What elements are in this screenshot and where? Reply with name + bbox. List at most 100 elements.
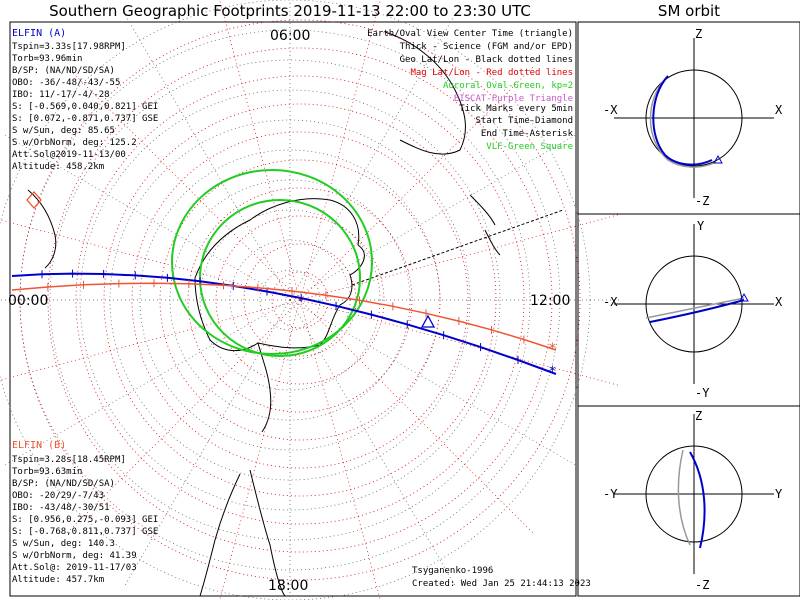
credit-model: Tsyganenko-1996: [412, 566, 493, 576]
legend: Earth/Oval View Center Time (triangle) T…: [367, 29, 573, 152]
elfin-a-line: Altitude: 458.2km: [12, 162, 104, 172]
credit: Tsyganenko-1996 Created: Wed Jan 25 21:4…: [412, 566, 591, 589]
legend-entry: Tick Marks every 5min: [459, 104, 573, 114]
elfin-a-line: S: [0.072,-0.871,0.737] GSE: [12, 114, 158, 124]
elfin-a-orbit: [689, 451, 706, 549]
axis-label-right: X: [775, 295, 783, 309]
orbit-panel-title: SM orbit: [657, 2, 721, 20]
legend-entry: Start Time-Diamond: [475, 116, 573, 126]
hour-label-left: 00:00: [8, 293, 48, 309]
orbit-panel-1: [614, 38, 774, 198]
axis-label-left: -Y: [603, 487, 618, 501]
geo-lon-line: [124, 299, 291, 586]
new-zealand-outline: [469, 194, 501, 256]
elfin-b-orbit: [677, 449, 691, 546]
axis-label-left: -X: [603, 295, 618, 309]
legend-entry: VLF-Green Square: [486, 142, 573, 152]
mag-lat-circle: [215, 215, 385, 385]
elfin-b-line: S: [-0.768,0.811,0.737] GSE: [12, 527, 158, 537]
legend-entry: Mag Lat/Lon - Red dotted lines: [410, 68, 573, 78]
elfin-b-line: S: [0.956,0.275,-0.093] GEI: [12, 515, 158, 525]
geo-lat-circle: [259, 269, 321, 331]
south-america-outline: [199, 469, 286, 597]
orbit-frame-xy: [577, 213, 800, 407]
auroral-oval-inner: [199, 199, 361, 357]
geo-lon-line: [289, 134, 576, 301]
elfin-b-line: S w/OrbNorm, deg: 41.39: [12, 551, 137, 561]
orbit-axes-yz: Z -Z -Y Y: [603, 409, 783, 592]
geo-lon-line: [289, 299, 576, 466]
mag-lat-circle: [103, 103, 497, 497]
elfin-a-line: Tspin=3.33s[17.98RPM]: [12, 42, 126, 52]
elfin-a-orbit: [649, 299, 745, 323]
mag-lon-line: [0, 299, 301, 381]
elfin-a-line: Torb=93.96min: [12, 54, 82, 64]
orbit-axes-xy: Y -Y -X X: [603, 219, 783, 400]
legend-entry: Thick - Science (FGM and/or EPD): [400, 42, 573, 52]
mag-lon-line: [299, 299, 381, 600]
elfin-a-info: ELFIN (A) Tspin=3.33s[17.98RPM] Torb=93.…: [12, 28, 158, 172]
auroral-oval-outer: [171, 169, 373, 355]
mag-lon-line: [299, 214, 619, 301]
legend-entry: End Time-Asterisk: [481, 129, 574, 139]
geo-lon-line: [4, 134, 291, 301]
geo-lon-line: [289, 14, 456, 301]
mag-lat-circle: [47, 47, 553, 553]
mag-lat-circle: [75, 75, 525, 525]
elfin-b-orbit: [649, 77, 717, 168]
elfin-b-line: Tspin=3.28s[18.45RPM]: [12, 455, 126, 465]
view-center-line: [351, 209, 564, 286]
mag-lat-circle: [131, 131, 469, 469]
hour-label-top: 06:00: [270, 28, 310, 44]
elfin-a-name: ELFIN (A): [12, 28, 66, 39]
australia-outline: [384, 31, 466, 155]
axis-label-down: -Z: [695, 578, 709, 592]
credit-created: Created: Wed Jan 25 21:44:13 2023: [412, 579, 591, 589]
orbit-panel-3: [614, 414, 774, 574]
mag-lon-line: [0, 219, 301, 301]
mag-lat-circle: [187, 187, 413, 413]
elfin-a-line: Att.Sol@2019-11-13/00: [12, 150, 126, 160]
axis-label-down: -Y: [695, 386, 710, 400]
legend-entry: Earth/Oval View Center Time (triangle): [367, 29, 573, 39]
geo-lon-line: [124, 14, 291, 301]
hour-labels: 06:00 00:00 12:00 18:00: [8, 28, 570, 594]
axis-label-right: Y: [775, 487, 783, 501]
axis-label-down: -Z: [695, 194, 709, 208]
elfin-a-line: S w/OrbNorm, deg: 125.2: [12, 138, 137, 148]
mag-lon-line: [299, 299, 534, 534]
elfin-b-info: ELFIN (B) Tspin=3.28s[18.45RPM] Torb=93.…: [12, 440, 158, 585]
geo-lat-circle: [19, 29, 561, 571]
axis-label-right: X: [775, 103, 783, 117]
elfin-a-line: IBO: 11/-17/-4/-28: [12, 90, 110, 100]
axis-label-up: Y: [697, 219, 705, 233]
orbit-frame-yz: [577, 405, 800, 597]
legend-entry: Geo Lat/Lon - Black dotted lines: [400, 55, 573, 65]
hour-label-right: 12:00: [530, 293, 570, 309]
elfin-a-line: OBO: -36/-48/-43/-55: [12, 78, 120, 88]
map-frame: [9, 21, 577, 597]
elfin-b-line: IBO: -43/48/-30/51: [12, 503, 110, 513]
axis-label-up: Z: [695, 409, 702, 423]
chart-title: Southern Geographic Footprints 2019-11-1…: [49, 2, 531, 20]
elfin-b-line: B/SP: (NA/ND/SD/SA): [12, 479, 115, 489]
elfin-b-line: S w/Sun, deg: 140.3: [12, 539, 115, 549]
orbit-panel-2: [614, 224, 774, 384]
elfin-b-line: Att.Sol@: 2019-11-17/03: [12, 563, 137, 573]
hour-label-bottom: 18:00: [268, 578, 308, 594]
elfin-a-line: S: [-0.569,0.040,0.821] GEI: [12, 102, 158, 112]
orbit-triangle: [739, 292, 749, 302]
mag-lon-line: [299, 299, 619, 386]
elfin-a-track: [11, 272, 557, 375]
geo-lat-circle: [199, 209, 381, 391]
legend-entry: Auroral Oval-Green, kp=2: [443, 81, 573, 91]
elfin-b-line: Altitude: 457.7km: [12, 575, 104, 585]
mag-lat-circle: [159, 159, 441, 441]
geo-lat-circle: [79, 89, 501, 511]
orbit-axes-xz: Z -Z -X X: [603, 27, 783, 208]
view-center-triangle: [420, 314, 436, 328]
elfin-b-name: ELFIN (B): [12, 440, 66, 451]
mag-lon-line: [299, 0, 381, 301]
mag-lat-circle: [271, 271, 329, 329]
